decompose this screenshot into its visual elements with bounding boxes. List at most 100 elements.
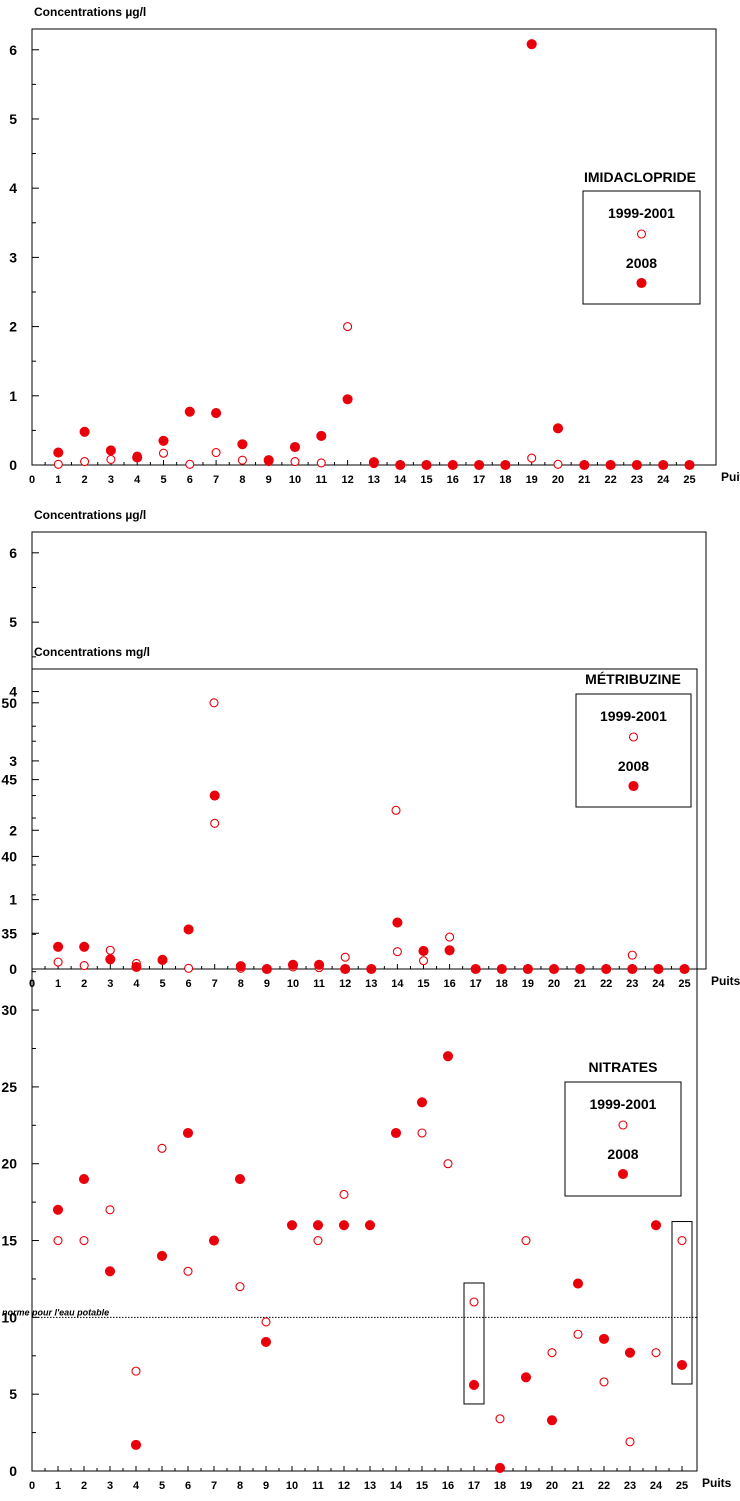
point-1999-2001 (573, 1329, 583, 1339)
legend-box (564, 1081, 682, 1197)
point-2008 (605, 459, 616, 471)
x-tick-label: 23 (626, 978, 638, 990)
highlight-box (671, 1221, 693, 1385)
point-1999-2001 (183, 1266, 193, 1276)
y-tick-label: 2 (9, 319, 17, 335)
x-tick-label: 8 (238, 978, 244, 990)
point-2008 (395, 459, 406, 471)
x-tick-label: 11 (313, 978, 325, 990)
point-1999-2001 (106, 454, 116, 465)
x-tick-label: 5 (159, 1480, 165, 1492)
point-2008 (522, 963, 533, 975)
point-2008 (392, 917, 403, 928)
x-tick-label: 14 (394, 474, 407, 486)
x-tick-label: 14 (390, 1480, 403, 1492)
x-tick-label: 1 (55, 474, 61, 486)
legend-label-1999-2001: 1999-2001 (590, 1096, 657, 1112)
x-tick-label: 21 (578, 474, 590, 486)
y-tick-label: 40 (1, 848, 17, 864)
point-1999-2001 (79, 1235, 89, 1246)
x-tick-label: 4 (134, 474, 141, 486)
point-2008 (234, 1174, 246, 1185)
point-1999-2001 (547, 1348, 557, 1358)
y-tick-label: 15 (1, 1233, 17, 1249)
point-2008 (53, 447, 64, 458)
x-tick-label: 11 (312, 1480, 324, 1492)
point-2008 (211, 408, 222, 419)
point-1999-2001 (185, 459, 195, 469)
x-tick-label: 17 (473, 474, 485, 486)
x-tick-label: 9 (263, 1480, 269, 1492)
y-tick-label: 0 (9, 1463, 17, 1479)
x-tick-label: 1 (55, 978, 61, 990)
x-tick-label: 4 (133, 978, 140, 990)
point-2008 (158, 435, 169, 446)
point-2008 (314, 959, 325, 970)
point-1999-2001 (237, 455, 247, 465)
point-2008 (679, 963, 690, 975)
point-2008 (263, 455, 274, 466)
point-2008 (468, 1379, 480, 1391)
legend-label-2008: 2008 (607, 1146, 638, 1162)
point-2008 (261, 963, 272, 975)
x-tick-label: 22 (604, 474, 616, 486)
point-2008 (496, 963, 507, 975)
point-2008 (572, 1278, 584, 1289)
x-tick-label: 3 (107, 978, 113, 990)
x-tick-label: 5 (159, 978, 165, 990)
y-tick-label: 50 (1, 695, 17, 711)
point-2008 (368, 457, 379, 468)
point-1999-2001 (313, 1235, 323, 1246)
point-2008 (546, 1415, 558, 1426)
x-tick-label: 3 (108, 474, 114, 486)
chart-title: IMIDACLOPRIDE (584, 169, 696, 185)
point-2008 (132, 452, 143, 463)
x-tick-label: 7 (211, 1480, 217, 1492)
plot-frame (31, 668, 698, 1472)
y-tick-label: 45 (1, 772, 17, 788)
y-tick-label: 10 (1, 1309, 17, 1325)
point-2008 (598, 1333, 610, 1344)
point-2008 (286, 1220, 298, 1231)
point-1999-2001 (261, 1317, 271, 1327)
point-1999-2001 (131, 1366, 141, 1376)
y-tick-label: 6 (9, 42, 17, 58)
legend-label-2008: 2008 (618, 758, 649, 774)
point-2008 (79, 426, 90, 437)
y-tick-label: 5 (9, 111, 17, 127)
x-tick-label: 10 (286, 1480, 298, 1492)
x-tick-label: 22 (600, 978, 612, 990)
legend-box (575, 693, 692, 808)
x-tick-label: 3 (107, 1480, 113, 1492)
x-tick-label: 13 (364, 1480, 376, 1492)
legend-label-1999-2001: 1999-2001 (600, 708, 667, 724)
point-2008 (364, 1220, 376, 1231)
x-tick-label: 21 (574, 978, 586, 990)
point-2008 (624, 1347, 636, 1358)
point-2008 (470, 963, 481, 975)
point-2008 (53, 941, 64, 952)
x-tick-label: 10 (287, 978, 299, 990)
point-2008 (338, 1220, 350, 1231)
point-2008 (183, 924, 194, 935)
point-2008 (444, 945, 455, 956)
legend-marker-open (618, 1120, 628, 1130)
point-1999-2001 (625, 1437, 635, 1447)
y-tick-label: 4 (9, 180, 17, 196)
x-tick-label: 25 (676, 1480, 688, 1492)
point-1999-2001 (418, 956, 429, 966)
legend-marker-filled (628, 780, 639, 792)
point-2008 (442, 1051, 454, 1062)
point-2008 (105, 445, 116, 456)
legend-marker-filled (617, 1168, 629, 1180)
point-2008 (548, 963, 560, 975)
y-axis-title: Concentrations µg/l (34, 508, 146, 522)
x-tick-label: 2 (81, 978, 87, 990)
x-tick-label: 20 (552, 474, 564, 486)
point-1999-2001 (445, 932, 455, 942)
x-axis-title: Puits (702, 1476, 732, 1490)
point-1999-2001 (443, 1159, 453, 1169)
point-1999-2001 (343, 322, 353, 332)
